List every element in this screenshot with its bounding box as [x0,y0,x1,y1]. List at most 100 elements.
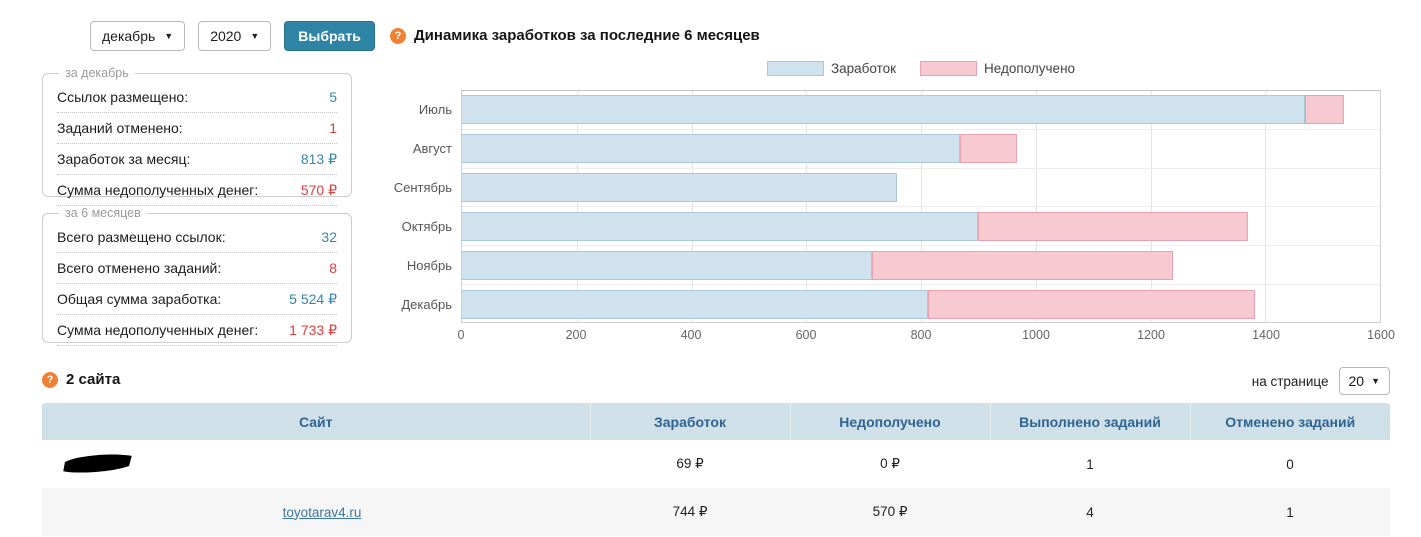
stat-row: Всего размещено ссылок: 32 [57,222,337,253]
stat-label: Всего размещено ссылок: [57,229,226,245]
missed-cell: 0 ₽ [880,456,900,471]
bar-row: Сентябрь [394,169,1380,208]
sites-count-title: 2 сайта [66,371,121,388]
completed-cell: 4 [990,488,1190,536]
help-icon[interactable]: ? [42,371,58,388]
bar-row: Июль [419,91,1380,130]
table-row: 69 ₽ 0 ₽ 1 0 [42,440,1390,488]
stat-label: Ссылок размещено: [57,89,189,105]
year-select[interactable]: 2020 ▼ [198,21,272,51]
x-tick-label: 600 [795,328,817,342]
chart-title: Динамика заработков за последние 6 месяц… [414,27,760,44]
chart-x-axis: 0 200 400 600 800 1000 1200 1400 1600 [457,328,1395,344]
bar-missed [960,134,1018,164]
completed-cell: 1 [1086,456,1094,472]
x-tick-label: 800 [910,328,932,342]
chart-legend: Заработок Недополучено [461,61,1381,76]
month-label: Июль [418,102,452,118]
year-select-value: 2020 [210,28,242,44]
stat-label: Сумма недополученных денег: [57,322,259,338]
help-icon[interactable]: ? [390,27,406,44]
header-completed[interactable]: Выполнено заданий [989,403,1190,440]
site-cell [42,440,590,488]
legend-label: Заработок [830,61,897,76]
month-summary-legend: за декабрь [65,66,129,80]
earned-cell: 69 ₽ [676,456,704,471]
x-tick-label: 1200 [1137,328,1165,342]
bar-missed [978,211,1249,241]
stat-value: 5 [329,89,337,105]
month-label: Сентябрь [393,180,452,196]
x-tick-label: 0 [457,328,465,342]
x-tick-label: 1400 [1252,328,1280,342]
site-cell: toyotarav4.ru [42,488,590,536]
missed-cell: 570 ₽ [790,488,990,536]
stat-label: Заработок за месяц: [57,151,191,167]
bar-earned [462,211,979,241]
per-page-value: 20 [1348,373,1365,389]
x-tick-label: 200 [565,328,587,342]
header-site[interactable]: Сайт [42,403,590,440]
stat-value: 1 [329,120,337,136]
header-cancelled[interactable]: Отменено заданий [1189,403,1390,440]
bar-row: Август [413,130,1380,169]
bar-earned [462,134,960,164]
half-year-summary-legend: за 6 месяцев [65,206,141,220]
stat-row: Сумма недополученных денег: 1 733 ₽ [57,315,337,346]
per-page-select[interactable]: 20 ▼ [1338,367,1390,395]
bar-missed [928,290,1256,320]
cancelled-cell: 1 [1190,488,1390,536]
stat-label: Общая сумма заработка: [57,291,222,307]
x-tick-label: 1000 [1022,328,1050,342]
chevron-down-icon: ▼ [1371,376,1380,386]
bar-row: Ноябрь [407,246,1380,286]
header-earned[interactable]: Заработок [589,403,790,440]
bar-earned [462,95,1306,125]
stat-row: Общая сумма заработка: 5 524 ₽ [57,284,337,315]
stat-label: Сумма недополученных денег: [57,182,259,198]
legend-label: Недополучено [984,61,1076,76]
table-row: toyotarav4.ru 744 ₽ 570 ₽ 4 1 [42,488,1390,536]
legend-item-earned: Заработок [766,61,897,76]
stat-row: Ссылок размещено: 5 [57,82,337,113]
stat-value: 8 [329,260,337,276]
missed-swatch [920,61,978,76]
stat-row: Заработок за месяц: 813 ₽ [57,144,337,175]
cancelled-cell: 0 [1286,456,1294,472]
half-year-summary-panel: за 6 месяцев Всего размещено ссылок: 32 … [42,206,352,346]
chevron-down-icon: ▼ [164,31,174,41]
earned-cell: 744 ₽ [590,488,790,536]
stat-value: 1 733 ₽ [289,321,337,338]
site-link[interactable]: toyotarav4.ru [282,504,362,520]
bar-missed [872,250,1174,280]
header-missed[interactable]: Недополучено [789,403,990,440]
month-summary-panel: за декабрь Ссылок размещено: 5 Заданий о… [42,66,352,206]
per-page-control: на странице 20 ▼ [1252,367,1390,395]
month-label: Декабрь [401,297,452,313]
stat-row: Всего отменено заданий: 8 [57,253,337,284]
stat-value: 570 ₽ [300,181,337,198]
stat-row: Заданий отменено: 1 [57,113,337,144]
stat-value: 813 ₽ [300,150,337,167]
select-button[interactable]: Выбрать [284,21,375,51]
chevron-down-icon: ▼ [250,31,260,41]
bar-row: Октябрь [402,207,1380,247]
bar-missed [1305,95,1345,125]
bar-earned [462,173,897,203]
month-select-value: декабрь [102,28,156,44]
legend-item-missed: Недополучено [920,61,1075,76]
x-tick-label: 1600 [1367,328,1395,342]
bar-row: Декабрь [401,285,1380,324]
earned-swatch [766,61,824,76]
chart-title-row: ? Динамика заработков за последние 6 мес… [390,27,760,44]
x-tick-label: 400 [680,328,702,342]
stat-label: Всего отменено заданий: [57,260,222,276]
month-select[interactable]: декабрь ▼ [90,21,186,51]
table-header-row: Сайт Заработок Недополучено Выполнено за… [42,403,1390,440]
bar-earned [462,250,873,280]
stat-label: Заданий отменено: [57,120,183,136]
period-controls: декабрь ▼ 2020 ▼ Выбрать [90,21,375,51]
redacted-site-name [63,454,132,473]
month-label: Август [412,141,452,157]
month-label: Ноябрь [406,257,452,273]
